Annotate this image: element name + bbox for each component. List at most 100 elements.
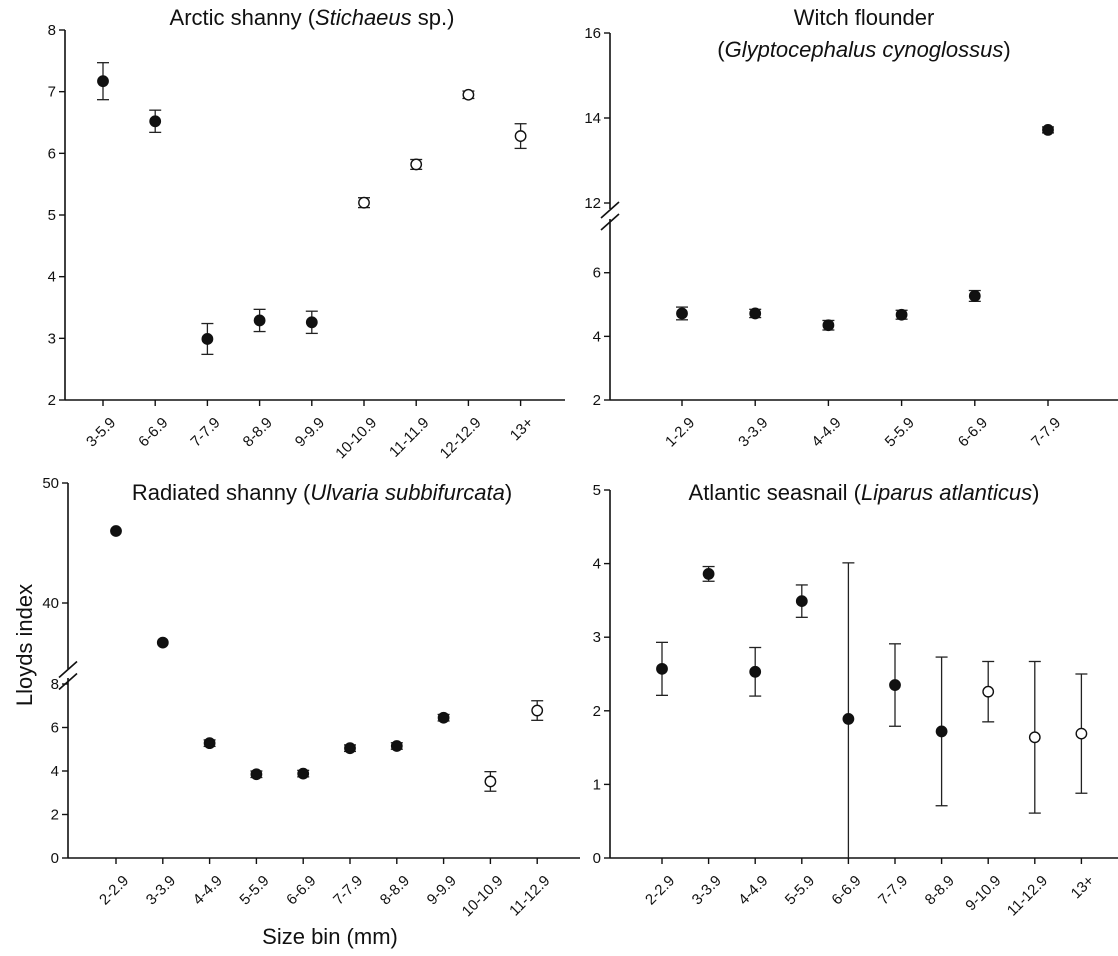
data-point (749, 307, 762, 320)
y-tick-label: 6 (48, 145, 56, 162)
chart-title-text: Atlantic seasnail ( (689, 480, 862, 505)
data-point (250, 768, 263, 781)
x-tick-label: 1-2.9 (662, 414, 698, 450)
x-tick-label: 11-12.9 (506, 872, 553, 919)
y-tick-label: 4 (593, 328, 601, 345)
data-point (201, 333, 214, 345)
chart-title-text: ) (505, 480, 512, 505)
y-tick-label: 14 (584, 110, 601, 127)
y-tick-label: 4 (593, 556, 601, 573)
y-tick-label: 0 (593, 850, 601, 867)
data-point (305, 316, 318, 329)
x-tick-label: 9-10.9 (962, 872, 1004, 914)
data-point (253, 314, 266, 327)
x-tick-label: 7-7.9 (187, 414, 223, 450)
data-point (390, 740, 403, 752)
y-tick-label: 6 (593, 265, 601, 282)
data-point (297, 767, 310, 780)
chart-title-text: ) (1003, 37, 1010, 62)
chart-title-italic: Liparus atlanticus (861, 480, 1032, 505)
chart-title-text: Radiated shanny ( (132, 480, 311, 505)
data-point (749, 665, 762, 678)
panel-witch-flounder: Witch flounder (Glyptocephalus cynoglossu… (584, 5, 1118, 450)
x-tick-label: 4-4.9 (735, 872, 771, 908)
panel-atlantic-seasnail: Atlantic seasnail (Liparus atlanticus) 0 1… (593, 480, 1118, 919)
y-tick-label: 2 (51, 807, 59, 824)
x-tick-label: 5-5.9 (782, 872, 818, 908)
y-tick-label: 4 (48, 269, 56, 286)
chart-title-italic: Stichaeus (315, 5, 412, 30)
y-tick-label: 16 (584, 25, 601, 42)
x-tick-label: 11-12.9 (1004, 872, 1051, 919)
x-tick-label: 4-4.9 (190, 872, 226, 908)
y-tick-label: 1 (593, 776, 601, 793)
data-point (889, 679, 901, 691)
x-tick-label: 2-2.9 (642, 872, 678, 908)
data-point (982, 685, 995, 698)
chart-title-text: sp.) (412, 5, 455, 30)
data-point (702, 568, 715, 580)
x-tick-label: 5-5.9 (882, 414, 918, 450)
x-tick-label: 6-6.9 (955, 414, 991, 450)
x-tick-label: 6-6.9 (283, 872, 319, 908)
x-tick-label: 7-7.9 (875, 872, 911, 908)
panel-arctic-shanny: Arctic shanny (Stichaeus sp.) 2 3 4 5 6 7 8 3-5.… (48, 5, 565, 462)
axis-break-mark (58, 660, 78, 679)
y-tick-label: 3 (593, 629, 601, 646)
data-point (968, 290, 981, 302)
y-tick-label: 12 (584, 195, 601, 212)
x-tick-label: 13+ (1068, 872, 1098, 902)
data-point (344, 742, 356, 755)
x-tick-label: 9-9.9 (292, 414, 328, 450)
axis-break-mark (600, 201, 620, 219)
x-tick-label: 5-5.9 (236, 872, 272, 908)
x-tick-label: 6-6.9 (828, 872, 864, 908)
chart-title-italic: Ulvaria subbifurcata (310, 480, 504, 505)
chart-title: Radiated shanny (Ulvaria subbifurcata) (132, 480, 512, 505)
y-tick-label: 5 (48, 207, 56, 224)
data-point (97, 75, 109, 88)
y-tick-label: 8 (48, 22, 56, 39)
x-tick-label: 3-3.9 (735, 414, 771, 450)
y-tick-label: 50 (42, 475, 59, 492)
data-point (358, 196, 370, 209)
chart-title: Atlantic seasnail (Liparus atlanticus) (689, 480, 1040, 505)
data-point (156, 636, 169, 649)
y-tick-label: 3 (48, 330, 56, 347)
data-point (1028, 731, 1041, 744)
y-tick-label: 7 (48, 84, 56, 101)
x-tick-label: 6-6.9 (135, 414, 171, 450)
data-point (149, 115, 162, 128)
data-point (410, 158, 423, 171)
y-tick-label: 0 (51, 850, 59, 867)
data-point (531, 704, 544, 717)
x-tick-label: 10-10.9 (459, 872, 507, 920)
data-point (676, 307, 688, 320)
axis-break-mark (600, 213, 620, 231)
data-point (462, 88, 475, 101)
y-tick-label: 5 (593, 482, 601, 499)
data-point (935, 725, 948, 738)
y-axis-label: Lloyds index (12, 584, 37, 706)
x-axis-label: Size bin (mm) (262, 924, 398, 949)
data-point (842, 712, 855, 725)
x-tick-label: 9-9.9 (424, 872, 460, 908)
data-point (795, 595, 808, 608)
chart-title-line1: Witch flounder (794, 5, 935, 30)
y-tick-label: 2 (48, 392, 56, 409)
axis-break-mark (58, 672, 78, 691)
data-point (656, 662, 668, 675)
x-tick-label: 8-8.9 (922, 872, 958, 908)
x-tick-label: 11-11.9 (386, 414, 432, 460)
x-tick-label: 10-10.9 (332, 414, 380, 462)
x-tick-label: 3-3.9 (143, 872, 179, 908)
data-point (437, 711, 450, 724)
x-tick-label: 8-8.9 (377, 872, 413, 908)
chart-title-text: ( (717, 37, 725, 62)
data-point (895, 308, 908, 321)
x-tick-label: 3-5.9 (83, 414, 119, 450)
y-tick-label: 8 (51, 676, 59, 693)
y-tick-label: 2 (593, 392, 601, 409)
chart-title-text: ) (1032, 480, 1039, 505)
